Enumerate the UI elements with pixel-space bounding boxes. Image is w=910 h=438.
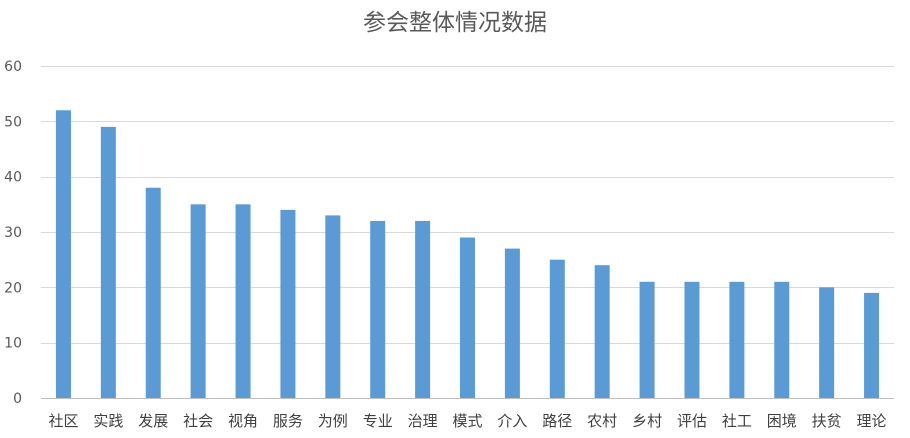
- y-tick-label: 30: [4, 225, 22, 241]
- bars: [55, 110, 880, 399]
- x-tick-label: 治理: [408, 412, 438, 430]
- y-tick-label: 40: [4, 170, 22, 186]
- y-tick-label: 50: [4, 114, 22, 130]
- x-tick-label: 为例: [318, 412, 348, 430]
- y-tick-label: 20: [4, 280, 22, 296]
- bar-社会: [190, 204, 206, 398]
- x-tick-label: 服务: [273, 412, 303, 430]
- bar-介入: [504, 248, 520, 398]
- bar-困境: [774, 281, 790, 398]
- bar-模式: [460, 237, 475, 398]
- x-tick-label: 扶贫: [812, 412, 842, 430]
- x-tick-label: 模式: [452, 412, 482, 430]
- bar-农村: [594, 265, 610, 398]
- x-tick-label: 视角: [228, 412, 258, 430]
- x-axis-labels: 社区 实践 发展 社会 视角 服务 为例 专业 治理 模式 介入 路径 农村 乡村 评估 社工 困境 扶贫 理论: [48, 412, 886, 430]
- x-tick-label: 路径: [542, 412, 572, 430]
- x-tick-label: 专业: [363, 412, 393, 430]
- x-tick-label: 理论: [857, 412, 887, 430]
- bar-治理: [415, 220, 431, 398]
- x-tick-label: 农村: [587, 412, 617, 430]
- bar-实践: [100, 126, 116, 399]
- bar-发展: [145, 187, 161, 398]
- x-tick-label: 介入: [497, 412, 527, 430]
- bar-路径: [549, 259, 565, 398]
- y-tick-label: 0: [13, 391, 22, 407]
- x-tick-label: 实践: [93, 412, 123, 430]
- y-axis-ticks: 0 10 20 30 40 50 60: [4, 59, 22, 407]
- bar-视角: [235, 204, 251, 398]
- bar-服务: [280, 209, 296, 398]
- y-tick-label: 60: [4, 59, 22, 75]
- x-tick-label: 社工: [722, 412, 752, 430]
- x-tick-label: 困境: [767, 412, 797, 430]
- bar-乡村: [639, 281, 655, 398]
- bar-为例: [325, 215, 341, 398]
- x-tick-label: 乡村: [632, 412, 662, 430]
- bar-社工: [729, 281, 745, 398]
- x-tick-label: 发展: [138, 412, 168, 430]
- bar-扶贫: [819, 287, 835, 398]
- bar-理论: [864, 292, 880, 398]
- x-tick-label: 社区: [48, 412, 78, 430]
- chart-title: 参会整体情况数据: [363, 10, 547, 36]
- bar-社区: [55, 110, 71, 399]
- bar-评估: [684, 281, 700, 398]
- x-tick-label: 社会: [183, 412, 213, 430]
- x-tick-label: 评估: [677, 412, 707, 430]
- y-tick-label: 10: [4, 336, 22, 352]
- bar-专业: [370, 220, 386, 398]
